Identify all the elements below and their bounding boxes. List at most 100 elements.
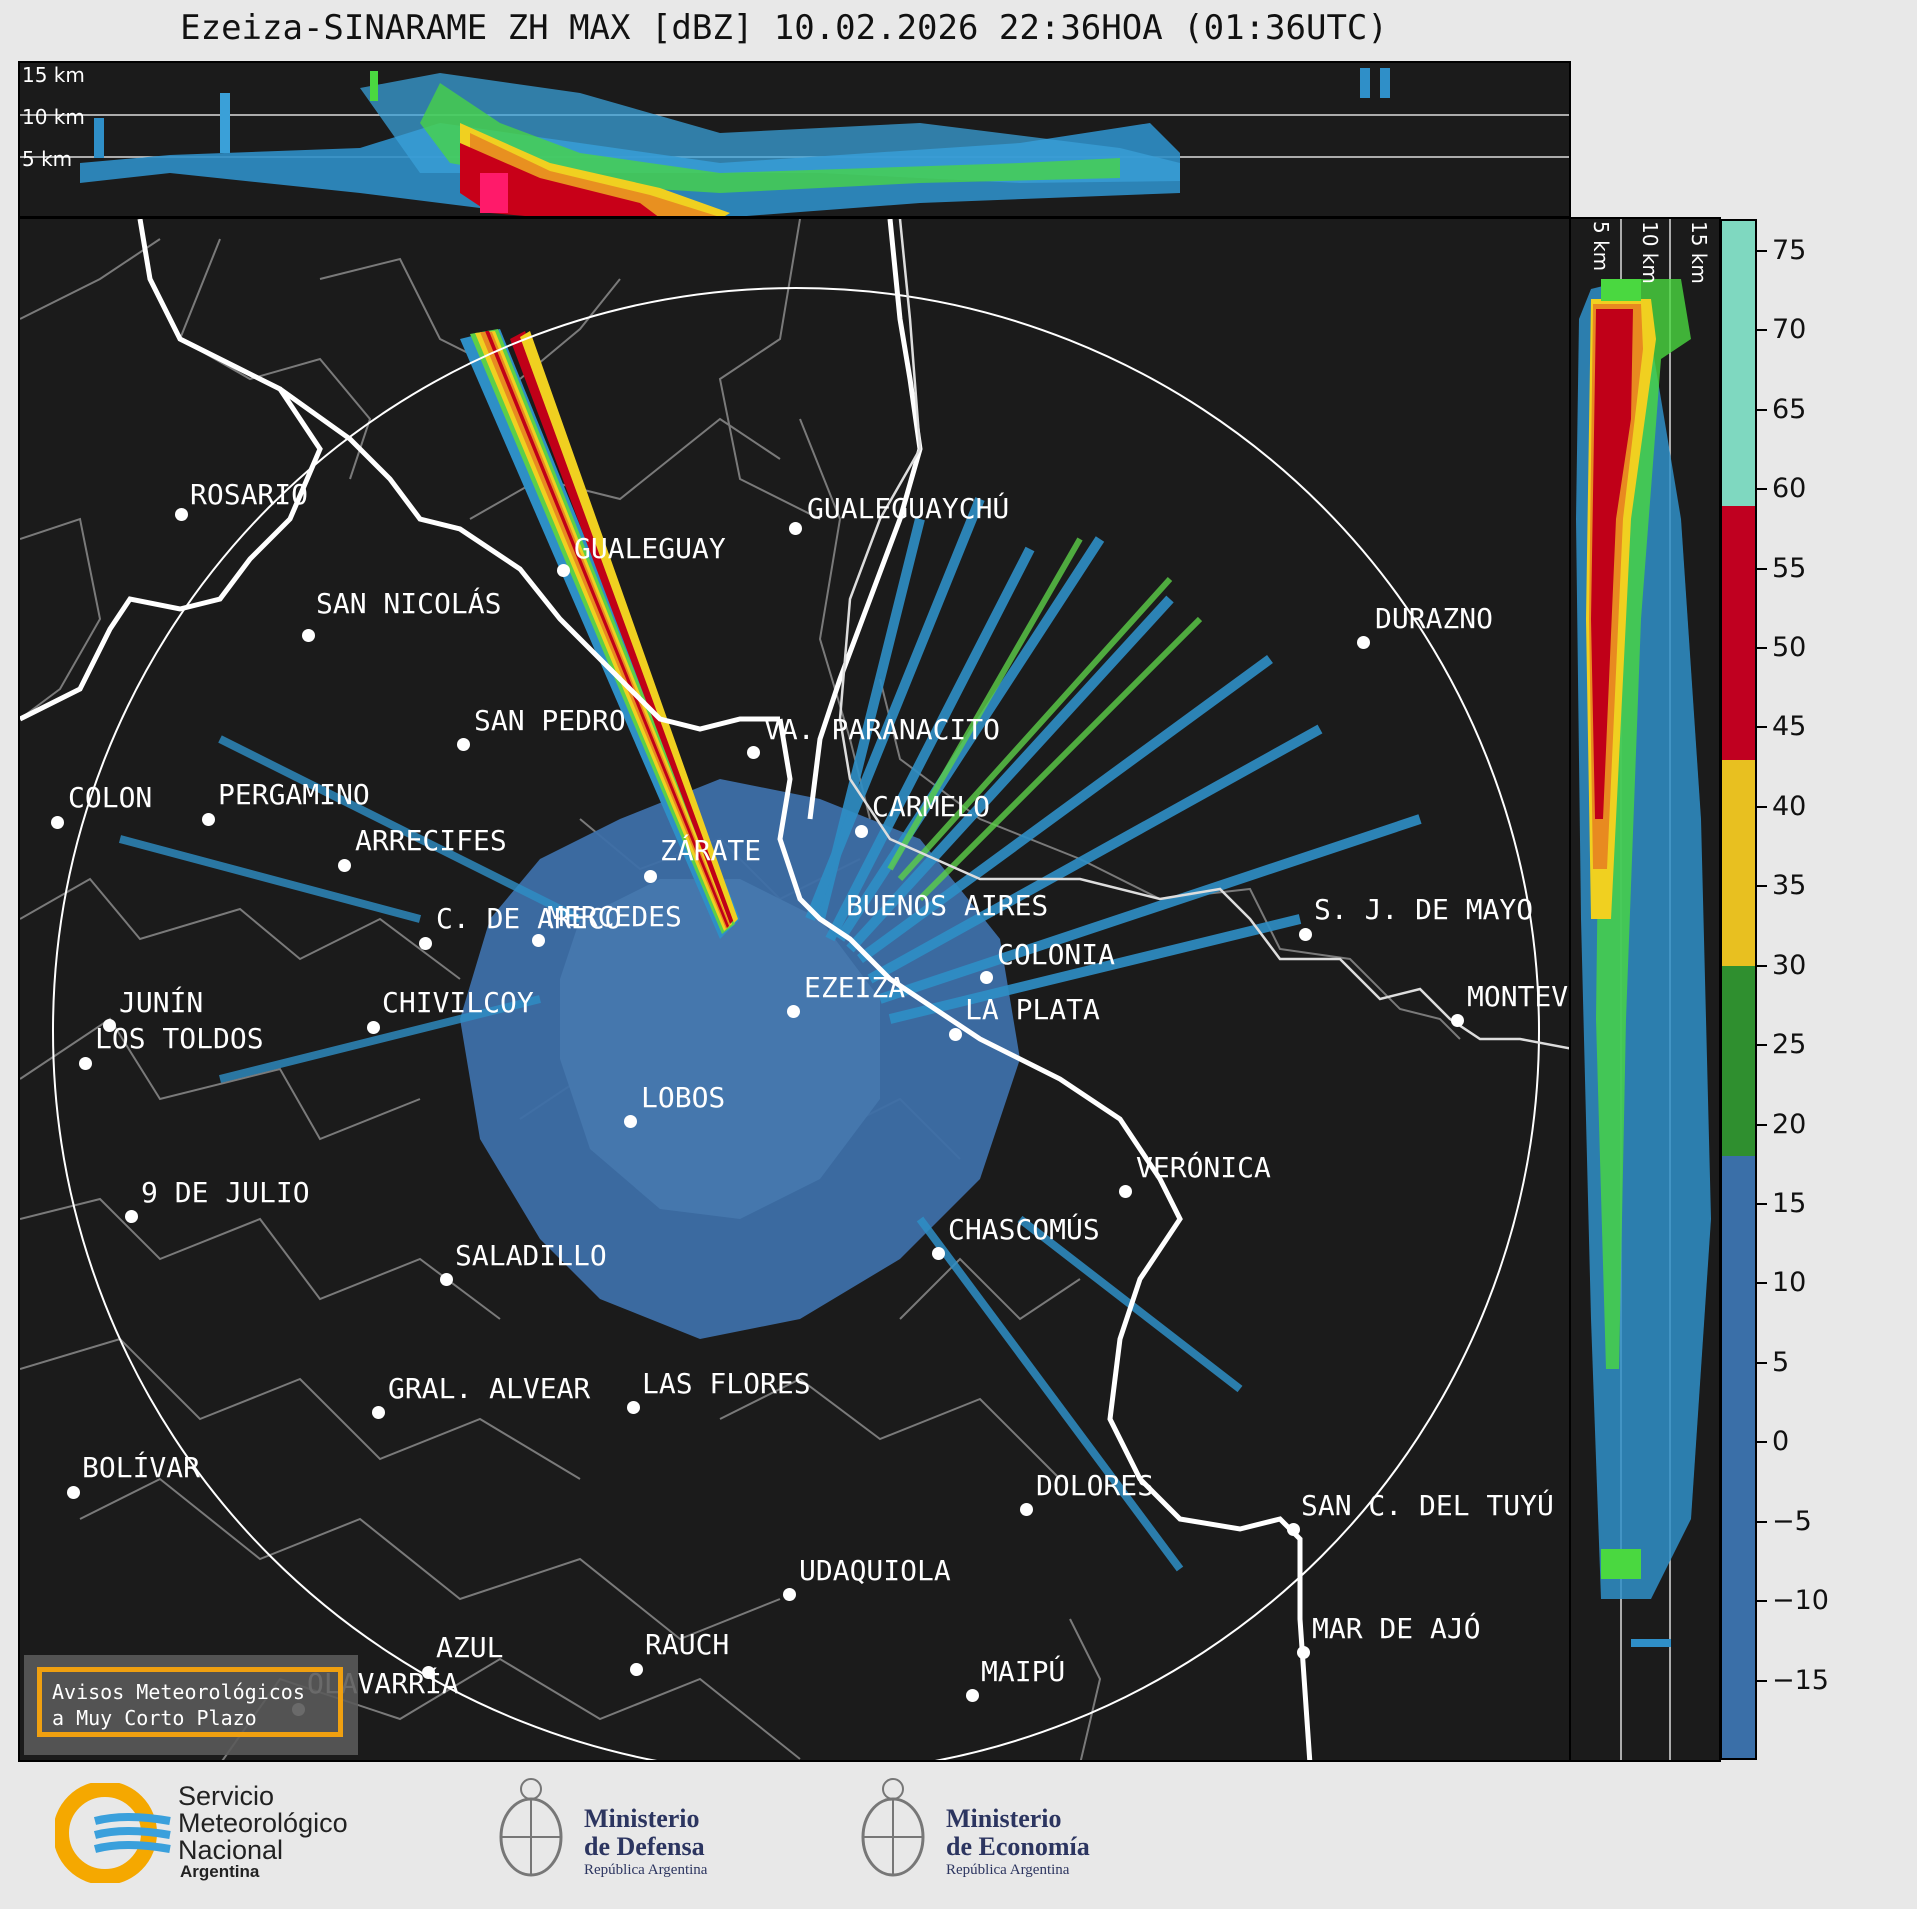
colorbar-tick-label: 55: [1772, 552, 1807, 584]
city-label-colonia: COLONIA: [997, 938, 1116, 971]
city-label-gral-alvear: GRAL. ALVEAR: [388, 1372, 591, 1405]
city-dot: [1357, 636, 1370, 649]
colorbar-tick: [1757, 1361, 1767, 1364]
colorbar-tick: [1757, 1282, 1767, 1285]
smn-name: Servicio Meteorológico Nacional: [178, 1781, 348, 1865]
city-label-rosario: ROSARIO: [190, 478, 309, 511]
colorbar-tick: [1757, 726, 1767, 729]
city-label-veronica: VERÓNICA: [1136, 1151, 1271, 1184]
colorbar-band: [1722, 759, 1755, 966]
colorbar-tick-label: 75: [1772, 234, 1807, 266]
city-label-gualeguaychu: GUALEGUAYCHÚ: [807, 492, 1010, 525]
city-label-rauch: RAUCH: [645, 1628, 730, 1661]
radar-map-canvas: [20, 219, 1569, 1760]
city-label-arrecifes: ARRECIFES: [355, 824, 507, 857]
altitude-label-5km-v: 5 km: [1589, 221, 1613, 272]
chart-title: Ezeiza-SINARAME ZH MAX [dBZ] 10.02.2026 …: [180, 8, 1388, 48]
avisos-line2: a Muy Corto Plazo: [52, 1706, 257, 1730]
city-dot: [627, 1401, 640, 1414]
colorbar-tick: [1757, 1520, 1767, 1523]
colorbar-tick: [1757, 646, 1767, 649]
colorbar-tick: [1757, 408, 1767, 411]
colorbar-tick: [1757, 329, 1767, 332]
city-label-bolivar: BOLÍVAR: [82, 1451, 201, 1484]
colorbar-band: [1722, 965, 1755, 1156]
city-dot: [125, 1210, 138, 1223]
city-label-colon: COLON: [68, 781, 153, 814]
top-cross-section-panel: 15 km 10 km 5 km: [18, 61, 1571, 218]
city-label-9-de-julio: 9 DE JULIO: [141, 1176, 310, 1209]
city-label-sj-de-mayo: S. J. DE MAYO: [1314, 893, 1534, 926]
city-dot: [202, 813, 215, 826]
city-label-junin: JUNÍN: [119, 986, 204, 1019]
radar-map-panel[interactable]: ROSARIO GUALEGUAYCHÚ GUALEGUAY SAN NICOL…: [18, 217, 1571, 1762]
coat-of-arms-icon: [861, 1778, 925, 1877]
side-cross-section-panel: 5 km 10 km 15 km: [1569, 217, 1721, 1762]
colorbar-band: [1722, 221, 1755, 507]
colorbar-band: [1722, 1155, 1755, 1758]
city-dot: [783, 1588, 796, 1601]
city-dot: [630, 1663, 643, 1676]
city-dot: [440, 1273, 453, 1286]
city-dot: [644, 870, 657, 883]
colorbar-tick-label: −10: [1772, 1585, 1829, 1617]
city-label-chascomus: CHASCOMÚS: [948, 1213, 1100, 1246]
defensa-name: Ministerio de Defensa: [584, 1804, 705, 1861]
top-cross-section-echoes: [20, 68, 1569, 216]
colorbar-tick-label: 25: [1772, 1029, 1807, 1061]
city-dot: [422, 1666, 435, 1679]
city-label-va-paranacito: VA. PARANACITO: [764, 713, 1001, 746]
city-label-udaquiola: UDAQUIOLA: [799, 1554, 951, 1587]
colorbar-tick: [1757, 964, 1767, 967]
city-dot: [1299, 928, 1312, 941]
colorbar-tick-label: 65: [1772, 393, 1807, 425]
colorbar-tick: [1757, 1600, 1767, 1603]
avisos-line1: Avisos Meteorológicos: [52, 1680, 305, 1704]
city-dot: [855, 825, 868, 838]
city-dot: [532, 934, 545, 947]
city-dot: [79, 1057, 92, 1070]
city-dot: [457, 738, 470, 751]
colorbar-tick-label: 0: [1772, 1426, 1790, 1458]
city-dot: [1297, 1646, 1310, 1659]
altitude-label-10km-v: 10 km: [1638, 221, 1662, 284]
colorbar-tick-label: 30: [1772, 949, 1807, 981]
colorbar-tick-label: 40: [1772, 790, 1807, 822]
city-dot: [980, 971, 993, 984]
colorbar-tick-label: 70: [1772, 314, 1807, 346]
city-label-saladillo: SALADILLO: [455, 1239, 607, 1272]
city-dot: [1119, 1185, 1132, 1198]
city-label-san-c-del-tuyu: SAN C. DEL TUYÚ: [1301, 1489, 1554, 1522]
colorbar-tick: [1757, 885, 1767, 888]
city-label-chivilcoy: CHIVILCOY: [382, 986, 534, 1019]
colorbar-tick: [1757, 249, 1767, 252]
colorbar-tick-label: 10: [1772, 1267, 1807, 1299]
economia-country: República Argentina: [946, 1862, 1070, 1878]
colorbar-tick-label: 20: [1772, 1108, 1807, 1140]
colorbar-tick-label: 45: [1772, 711, 1807, 743]
side-cross-section-echoes: [1576, 219, 1711, 1760]
city-label-mercedes: MERCEDES: [547, 900, 682, 933]
city-label-buenos-aires: BUENOS AIRES: [846, 889, 1049, 922]
colorbar-tick-label: 35: [1772, 870, 1807, 902]
colorbar-tick-label: −5: [1772, 1505, 1812, 1537]
city-dot: [624, 1115, 637, 1128]
river-uruguay: [838, 219, 1569, 1050]
city-label-c-de-areco: C. DE ARECO: [436, 902, 622, 935]
colorbar-tick: [1757, 1679, 1767, 1682]
city-dot: [747, 746, 760, 759]
altitude-label-15km: 15 km: [22, 63, 85, 87]
colorbar-tick: [1757, 805, 1767, 808]
colorbar-tick: [1757, 567, 1767, 570]
city-dot: [949, 1028, 962, 1041]
city-dot: [175, 508, 188, 521]
city-label-zarate: ZÁRATE: [660, 834, 762, 867]
radar-echoes: [118, 329, 1422, 1572]
altitude-label-10km: 10 km: [22, 105, 85, 129]
range-ring: [52, 287, 1540, 1760]
city-label-pergamino: PERGAMINO: [218, 778, 370, 811]
avisos-link-box[interactable]: Avisos Meteorológicos a Muy Corto Plazo: [37, 1667, 343, 1737]
city-dot: [1287, 1523, 1300, 1536]
colorbar-tick: [1757, 1123, 1767, 1126]
city-dot: [51, 816, 64, 829]
